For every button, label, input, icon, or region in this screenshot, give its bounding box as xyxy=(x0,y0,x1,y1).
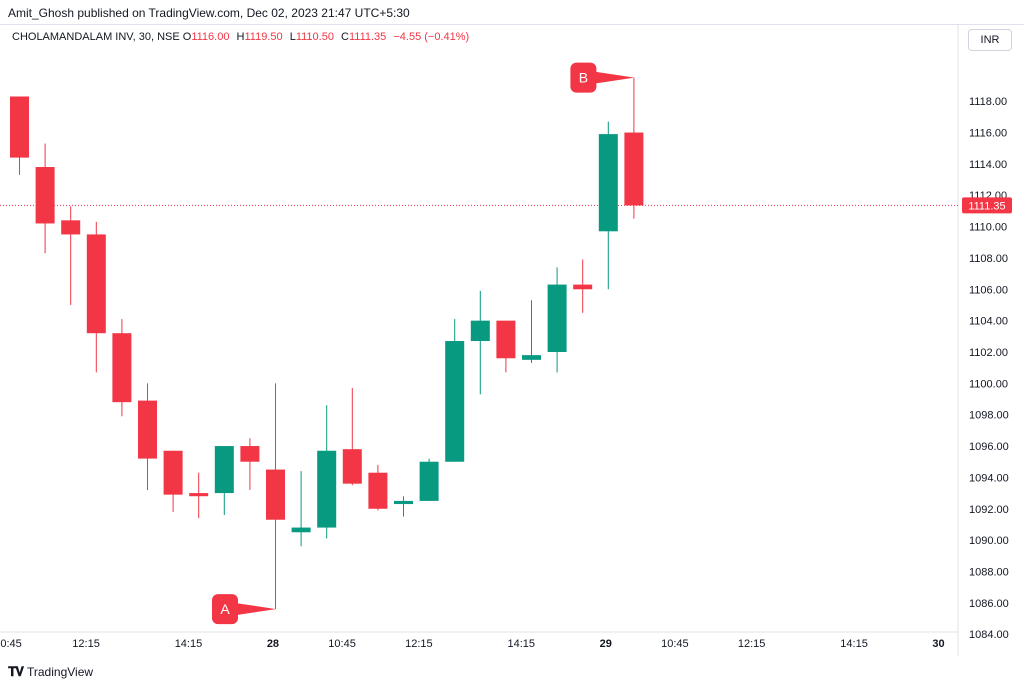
time-tick-label: 30 xyxy=(932,638,944,650)
price-tick-label: 1100.00 xyxy=(969,378,1008,390)
ohlc-legend: CHOLAMANDALAM INV, 30, NSE O1116.00 H111… xyxy=(12,31,473,43)
time-tick-label: 12:15 xyxy=(405,638,433,650)
legend-high: 1119.50 xyxy=(244,31,283,43)
legend-open-label: O xyxy=(182,31,192,43)
time-tick-label: 10:45 xyxy=(661,638,689,650)
price-tick-label: 1094.00 xyxy=(969,472,1009,484)
candle-up xyxy=(598,134,618,232)
price-tick-label: 1104.00 xyxy=(969,316,1008,328)
candle-down xyxy=(61,220,81,235)
candle-down xyxy=(35,167,55,224)
candle-up xyxy=(317,450,337,528)
time-tick-label: 12:15 xyxy=(72,638,100,650)
legend-symbol: CHOLAMANDALAM INV, 30, NSE xyxy=(12,31,180,43)
publish-line: Amit_Ghosh published on TradingView.com,… xyxy=(8,6,410,20)
currency-button[interactable]: INR xyxy=(968,29,1012,51)
candle-down xyxy=(86,234,106,334)
price-tick-label: 1086.00 xyxy=(969,598,1009,610)
candle-down xyxy=(624,132,644,206)
time-tick-label: 14:15 xyxy=(840,638,868,650)
price-tick-label: 1102.00 xyxy=(969,347,1008,359)
price-tick-label: 1092.00 xyxy=(969,504,1009,516)
price-tick-label: 1088.00 xyxy=(969,566,1009,578)
last-price-badge xyxy=(962,197,1012,214)
price-tick-label: 1106.00 xyxy=(969,284,1008,296)
last-price-label: 1111.35 xyxy=(968,200,1005,212)
price-tick-label: 1090.00 xyxy=(969,535,1009,547)
candle-down xyxy=(163,450,183,495)
candle-down xyxy=(266,469,285,520)
candle-down xyxy=(573,284,593,290)
price-tick-label: 1118.00 xyxy=(969,96,1007,108)
annotation-label: B xyxy=(579,70,588,86)
legend-open: 1116.00 xyxy=(191,31,230,43)
annotation-box xyxy=(570,62,597,93)
annotation-callout: A xyxy=(212,594,276,625)
time-tick-label: 28 xyxy=(267,638,279,650)
candle-up xyxy=(445,341,465,462)
candle-down xyxy=(189,493,209,497)
last-price-line: 1111.35 xyxy=(0,197,1012,214)
price-tick-label: 1096.00 xyxy=(969,441,1009,453)
candle-up xyxy=(547,284,567,352)
price-tick-label: 1084.00 xyxy=(969,629,1009,641)
candle-up xyxy=(291,527,311,533)
chart-frame xyxy=(0,24,1024,657)
time-tick-label: 10:45 xyxy=(328,638,356,650)
time-tick-label: 10:45 xyxy=(0,638,22,650)
time-tick-label: 29 xyxy=(600,638,612,650)
legend-close: 1111.35 xyxy=(348,31,387,43)
footer: 𝐓𝐕 TradingView xyxy=(8,664,93,680)
candle-down xyxy=(138,400,157,459)
candle-up xyxy=(214,446,234,494)
price-tick-label: 1116.00 xyxy=(969,128,1007,140)
price-axis[interactable]: 1084.00 1086.00 1088.00 1090.00 1092.00 1094.… xyxy=(969,96,1009,641)
legend-low: 1110.50 xyxy=(295,31,334,43)
candle-down xyxy=(368,472,388,509)
legend-change: −4.55 (−0.41%) xyxy=(393,31,470,43)
legend-low-label: L xyxy=(289,31,296,43)
time-tick-label: 14:15 xyxy=(175,638,203,650)
annotations: AB xyxy=(212,62,635,625)
legend-close-label: C xyxy=(341,31,349,43)
footer-brand: TradingView xyxy=(27,665,94,679)
candle-up xyxy=(470,320,490,342)
annotation-pointer xyxy=(236,603,276,616)
legend-high-label: H xyxy=(236,31,245,43)
tradingview-logo-icon: 𝐓𝐕 xyxy=(8,664,24,679)
annotation-callout: B xyxy=(570,62,635,93)
candles xyxy=(10,77,644,610)
price-tick-label: 1114.00 xyxy=(969,159,1007,171)
time-tick-label: 14:15 xyxy=(507,638,535,650)
candle-up xyxy=(419,461,439,501)
candle-down xyxy=(342,449,362,484)
time-tick-label: 12:15 xyxy=(738,638,766,650)
price-tick-label: 1098.00 xyxy=(969,410,1009,422)
candle-up xyxy=(522,355,541,360)
candle-down xyxy=(10,96,29,158)
candle-up xyxy=(394,500,413,505)
time-axis[interactable]: 10:45 12:15 14:15 28 10:45 12:15 14:15 29 10:45 1… xyxy=(0,638,945,650)
price-tick-label: 1108.00 xyxy=(969,253,1008,265)
annotation-pointer xyxy=(594,71,635,84)
annotation-label: A xyxy=(220,601,230,617)
candle-down xyxy=(496,320,516,359)
candle-down xyxy=(240,446,260,462)
annotation-box xyxy=(212,594,238,625)
candle-down xyxy=(112,333,132,403)
price-tick-label: 1110.00 xyxy=(969,222,1007,234)
